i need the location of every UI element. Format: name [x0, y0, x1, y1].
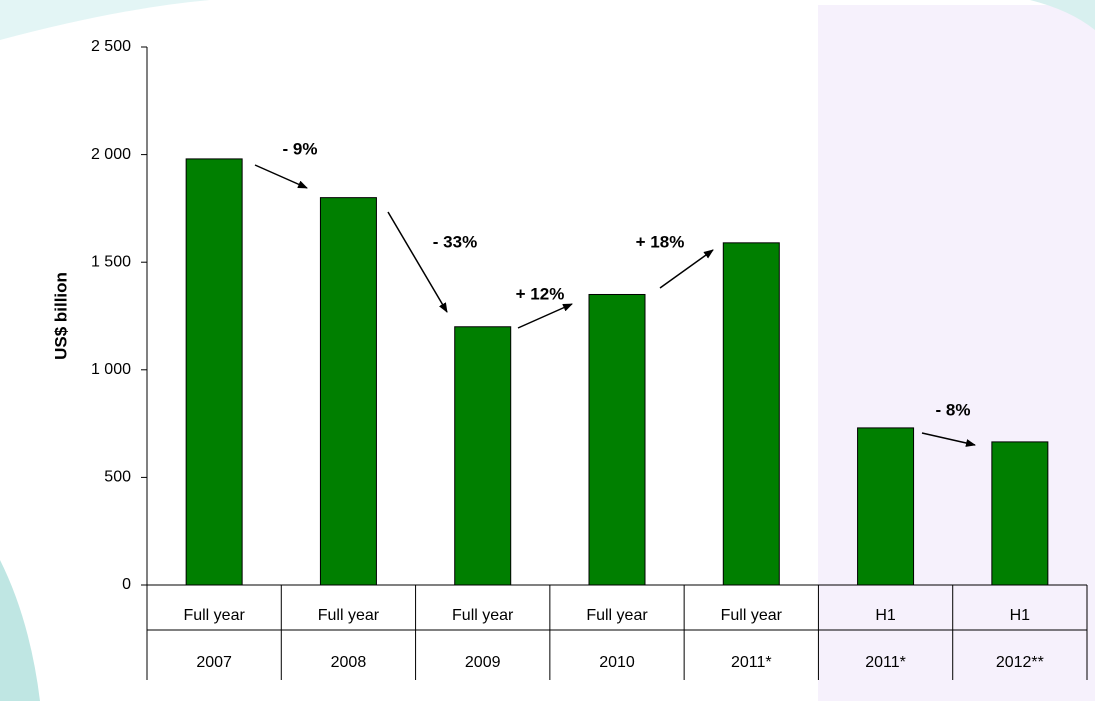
- bar: [454, 326, 512, 586]
- x-tick-label: Full year: [318, 607, 380, 624]
- y-tick-label: 1 500: [91, 253, 131, 270]
- y-tick-label: 0: [122, 576, 131, 593]
- annotation: - 9%: [283, 139, 318, 158]
- x-tick-label: Full year: [586, 607, 648, 624]
- x-tick-label: Full year: [452, 607, 514, 624]
- x-tick-label: 2010: [599, 654, 635, 671]
- bar: [185, 158, 243, 586]
- x-tick-label: Full year: [721, 607, 783, 624]
- annotation: + 12%: [516, 284, 565, 303]
- bar: [588, 293, 646, 586]
- y-tick-label: 2 500: [91, 38, 131, 55]
- annotation-arrow: [921, 432, 976, 447]
- y-tick-label: 2 000: [91, 146, 131, 163]
- annotation-arrow: [659, 249, 714, 289]
- x-tick-label: 2007: [196, 654, 232, 671]
- y-axis-title: US$ billion: [51, 272, 70, 360]
- decor: [1030, 0, 1095, 30]
- annotation-arrow: [387, 211, 448, 313]
- bar: [722, 242, 780, 586]
- x-tick-label: 2008: [331, 654, 367, 671]
- y-tick-label: 500: [104, 469, 131, 486]
- h1-shade: [818, 5, 1095, 701]
- x-tick-label: 2011*: [865, 654, 906, 671]
- annotation-arrow: [517, 303, 573, 329]
- decor: [0, 560, 40, 701]
- annotation: + 18%: [636, 232, 685, 251]
- x-tick-label: H1: [1010, 607, 1031, 624]
- y-tick-label: 1 000: [91, 361, 131, 378]
- annotation-arrow: [254, 164, 308, 189]
- x-tick-label: 2009: [465, 654, 501, 671]
- x-tick-label: 2011*: [731, 654, 772, 671]
- annotation: - 33%: [433, 232, 477, 251]
- x-tick-label: Full year: [183, 607, 245, 624]
- x-tick-label: 2012**: [996, 654, 1044, 671]
- bar: [319, 197, 377, 586]
- annotation: - 8%: [936, 400, 971, 419]
- bar: [991, 441, 1049, 586]
- bar: [857, 427, 915, 586]
- decor: [0, 0, 210, 40]
- x-tick-label: H1: [875, 607, 896, 624]
